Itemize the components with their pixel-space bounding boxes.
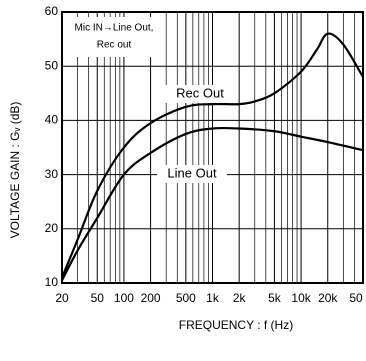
y-tick-label: 40 (45, 113, 59, 127)
series-line (61, 126, 364, 281)
annotation-box (65, 17, 163, 57)
x-tick-label: 50 (349, 291, 363, 305)
x-tick-label: 100 (114, 291, 134, 305)
y-tick-label: 60 (45, 4, 59, 18)
y-tick-label: 30 (45, 167, 59, 181)
y-tick-label: 20 (45, 221, 59, 235)
x-tick-label: 200 (141, 291, 161, 305)
series-line (60, 32, 364, 278)
x-tick-label: 2k (233, 291, 247, 305)
x-tick-label: 10k (291, 291, 311, 305)
plot-frame (61, 11, 364, 284)
series-label: Line Out (167, 165, 217, 180)
x-tick-label: 500 (176, 291, 196, 305)
x-tick-label: 20 (55, 291, 69, 305)
annotation: Rec out (97, 40, 132, 51)
series-label-bg (157, 165, 227, 183)
x-tick-label: 20k (318, 291, 338, 305)
x-tick-label: 1k (206, 291, 220, 305)
x-axis-label: FREQUENCY : f (Hz) (179, 318, 293, 332)
y-axis-label: VOLTAGE GAIN : Gᵥ (dB) (8, 102, 22, 239)
x-tick-label: 50 (91, 291, 105, 305)
series-label-bg (165, 85, 235, 103)
x-tick-label: 5k (268, 291, 282, 305)
annotation: Mic IN→Line Out, (75, 23, 154, 34)
y-tick-label: 50 (45, 58, 59, 72)
y-tick-label: 10 (45, 275, 59, 289)
series-label: Rec Out (176, 85, 224, 100)
